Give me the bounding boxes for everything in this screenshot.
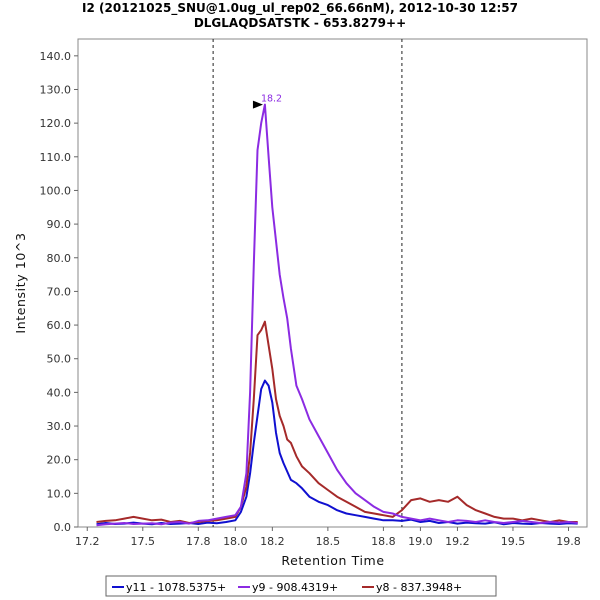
legend-entry: y11 - 1078.5375+ bbox=[126, 581, 226, 594]
y-axis-ticks: 0.0 10.0 20.0 30.0 40.0 50.0 60.0 70.0 80.0 90.0 1… bbox=[40, 50, 78, 534]
legend-entry: y9 - 908.4319+ bbox=[252, 581, 338, 594]
y-tick-label: 120.0 bbox=[40, 117, 72, 130]
x-tick-label: 17.8 bbox=[186, 535, 211, 548]
peak-annotation: 18.2 bbox=[252, 94, 282, 109]
legend-entry: y8 - 837.3948+ bbox=[376, 581, 462, 594]
x-tick-label: 17.2 bbox=[75, 535, 100, 548]
y-tick-label: 140.0 bbox=[40, 50, 72, 63]
x-axis-ticks: 17.2 17.5 17.8 18.0 18.2 18.5 18.8 19.0 19.2 19.5… bbox=[75, 527, 581, 548]
y-axis-label: Intensity 10^3 bbox=[13, 232, 28, 333]
y-tick-label: 30.0 bbox=[47, 420, 72, 433]
x-tick-label: 19.5 bbox=[501, 535, 526, 548]
y-tick-label: 20.0 bbox=[47, 454, 72, 467]
series-line-y9 bbox=[96, 103, 578, 527]
y-tick-label: 40.0 bbox=[47, 386, 72, 399]
x-tick-label: 19.8 bbox=[556, 535, 581, 548]
chart-subtitle: DLGLAQDSATSTK - 653.8279++ bbox=[194, 16, 406, 30]
series-lines bbox=[96, 103, 578, 527]
y-tick-label: 80.0 bbox=[47, 252, 72, 265]
peak-label: 18.2 bbox=[261, 94, 282, 105]
plot-area-frame bbox=[77, 38, 588, 528]
x-tick-label: 18.5 bbox=[316, 535, 341, 548]
y-tick-label: 70.0 bbox=[47, 285, 72, 298]
x-tick-label: 17.5 bbox=[131, 535, 156, 548]
legend: y11 - 1078.5375+ y9 - 908.4319+ y8 - 837.3… bbox=[105, 575, 497, 597]
y-tick-label: 60.0 bbox=[47, 319, 72, 332]
x-tick-label: 19.0 bbox=[408, 535, 433, 548]
y-tick-label: 90.0 bbox=[47, 218, 72, 231]
legend-frame bbox=[105, 575, 497, 597]
y-tick-label: 0.0 bbox=[54, 521, 72, 534]
y-tick-label: 50.0 bbox=[47, 353, 72, 366]
chart-title: I2 (20121025_SNU@1.0ug_ul_rep02_66.66nM)… bbox=[82, 1, 518, 16]
y-tick-label: 130.0 bbox=[40, 83, 72, 96]
y-tick-label: 100.0 bbox=[40, 184, 72, 197]
x-tick-label: 18.8 bbox=[371, 535, 396, 548]
x-axis-label: Retention Time bbox=[281, 553, 384, 568]
peak-marker-icon bbox=[252, 100, 263, 109]
y-tick-label: 10.0 bbox=[47, 487, 72, 500]
y-tick-label: 110.0 bbox=[40, 151, 72, 164]
x-tick-label: 18.0 bbox=[223, 535, 248, 548]
x-tick-label: 19.2 bbox=[445, 535, 470, 548]
x-tick-label: 18.2 bbox=[260, 535, 285, 548]
